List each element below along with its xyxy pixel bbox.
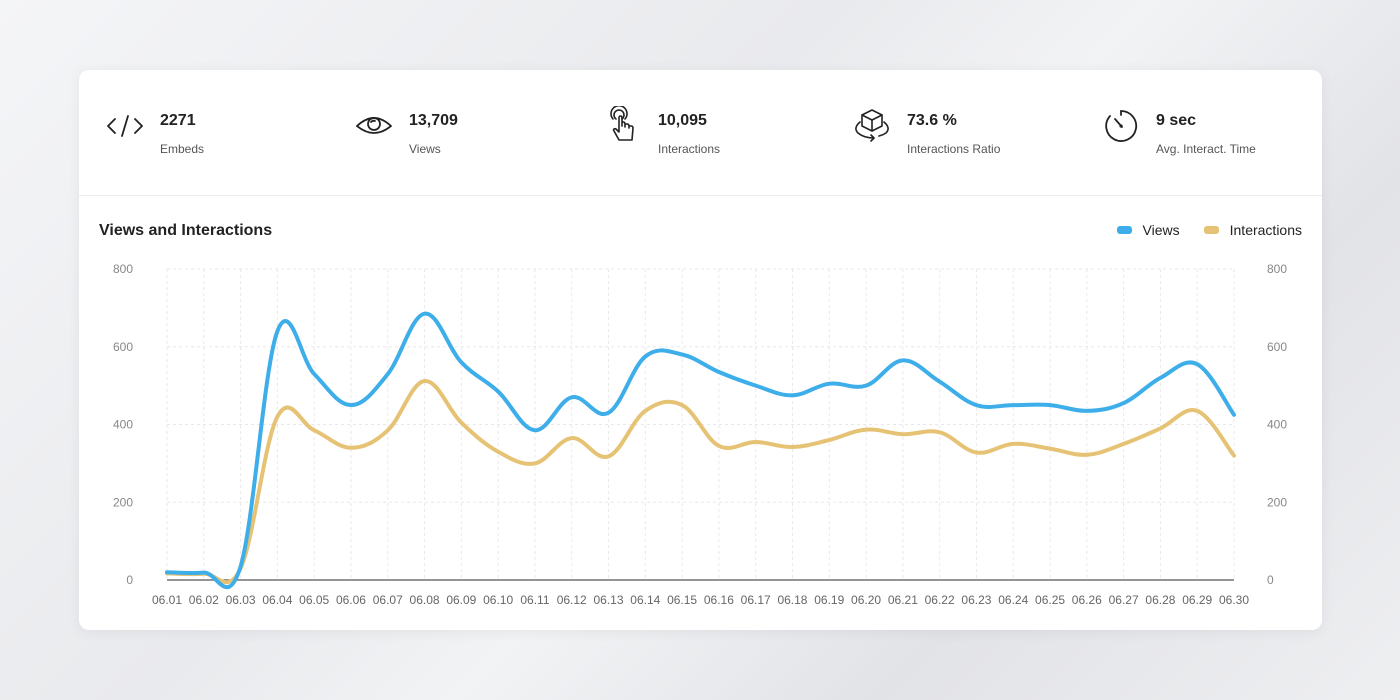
x-tick-label: 06.05 [299,593,329,607]
x-tick-label: 06.27 [1109,593,1139,607]
y-tick-label-right: 400 [1267,418,1287,432]
x-tick-label: 06.26 [1072,593,1102,607]
series-line-interactions [165,379,1236,585]
stat-label: Embeds [160,142,205,156]
series-line-views [165,311,1236,590]
y-tick-label-right: 0 [1267,573,1274,587]
x-tick-label: 06.14 [630,593,660,607]
x-tick-label: 06.15 [667,593,697,607]
x-tick-label: 06.19 [814,593,844,607]
stat-avg-interact-time: 9 sec Avg. Interact. Time [1075,70,1315,195]
x-tick-label: 06.08 [410,593,440,607]
y-tick-label-right: 600 [1267,340,1287,354]
chart-title: Views and Interactions [99,222,273,239]
legend-swatch-interactions [1203,226,1219,234]
stat-value: 73.6 % [907,112,957,129]
chart-legend: Views Interactions [1093,222,1302,238]
legend-label-interactions: Interactions [1229,222,1302,238]
cube-rotate-icon [852,106,892,146]
x-tick-label: 06.10 [483,593,513,607]
x-tick-label: 06.03 [226,593,256,607]
stats-bar: 2271 Embeds 13,709 Views 10,095 Interact… [79,70,1322,196]
x-tick-label: 06.29 [1182,593,1212,607]
x-tick-label: 06.12 [557,593,587,607]
stat-views: 13,709 Views [328,70,568,195]
stat-label: Interactions [658,142,721,156]
x-tick-label: 06.02 [189,593,219,607]
stat-label: Interactions Ratio [907,142,1001,156]
eye-icon [354,106,394,146]
x-tick-label: 06.28 [1145,593,1175,607]
x-tick-label: 06.25 [1035,593,1065,607]
x-tick-label: 06.22 [925,593,955,607]
stat-interactions-ratio: 73.6 % Interactions Ratio [826,70,1066,195]
legend-item-views[interactable]: Views [1116,222,1180,238]
y-tick-label-left: 400 [113,418,133,432]
y-tick-label-right: 800 [1267,262,1287,276]
code-icon [105,106,145,146]
x-tick-label: 06.17 [741,593,771,607]
x-tick-label: 06.04 [262,593,292,607]
x-tick-label: 06.11 [520,593,549,607]
x-tick-label: 06.30 [1219,593,1249,607]
legend-item-interactions[interactable]: Interactions [1203,222,1302,238]
line-chart: 0 0 200 200 400 400 600 600 800 800 06.01 06.02 06.0… [113,262,1287,607]
x-tick-label: 06.21 [888,593,918,607]
x-tick-label: 06.13 [594,593,624,607]
legend-label-views: Views [1142,222,1180,238]
x-tick-label: 06.16 [704,593,734,607]
x-tick-label: 06.09 [446,593,476,607]
stat-value: 13,709 [409,112,458,129]
stat-label: Views [409,142,441,156]
x-tick-label: 06.24 [998,593,1028,607]
x-tick-label: 06.20 [851,593,881,607]
stat-interactions: 10,095 Interactions [577,70,817,195]
stat-label: Avg. Interact. Time [1156,142,1256,156]
x-tick-label: 06.07 [373,593,403,607]
stat-value: 2271 [160,112,196,129]
dashboard-card: 2271 Embeds 13,709 Views 10,095 Interact… [79,70,1322,630]
y-tick-label-left: 0 [126,573,133,587]
x-tick-label: 06.23 [961,593,991,607]
x-tick-label: 06.01 [152,593,182,607]
stat-value: 10,095 [658,112,707,129]
x-tick-label: 06.18 [777,593,807,607]
y-tick-label-left: 600 [113,340,133,354]
stat-embeds: 2271 Embeds [79,70,319,195]
legend-swatch-views [1116,226,1132,234]
stat-value: 9 sec [1156,112,1197,129]
y-tick-label-left: 800 [113,262,133,276]
timer-icon [1101,106,1141,146]
x-tick-label: 06.06 [336,593,366,607]
y-tick-label-left: 200 [113,495,133,509]
y-tick-label-right: 200 [1267,495,1287,509]
pointer-hand-icon [603,106,643,146]
